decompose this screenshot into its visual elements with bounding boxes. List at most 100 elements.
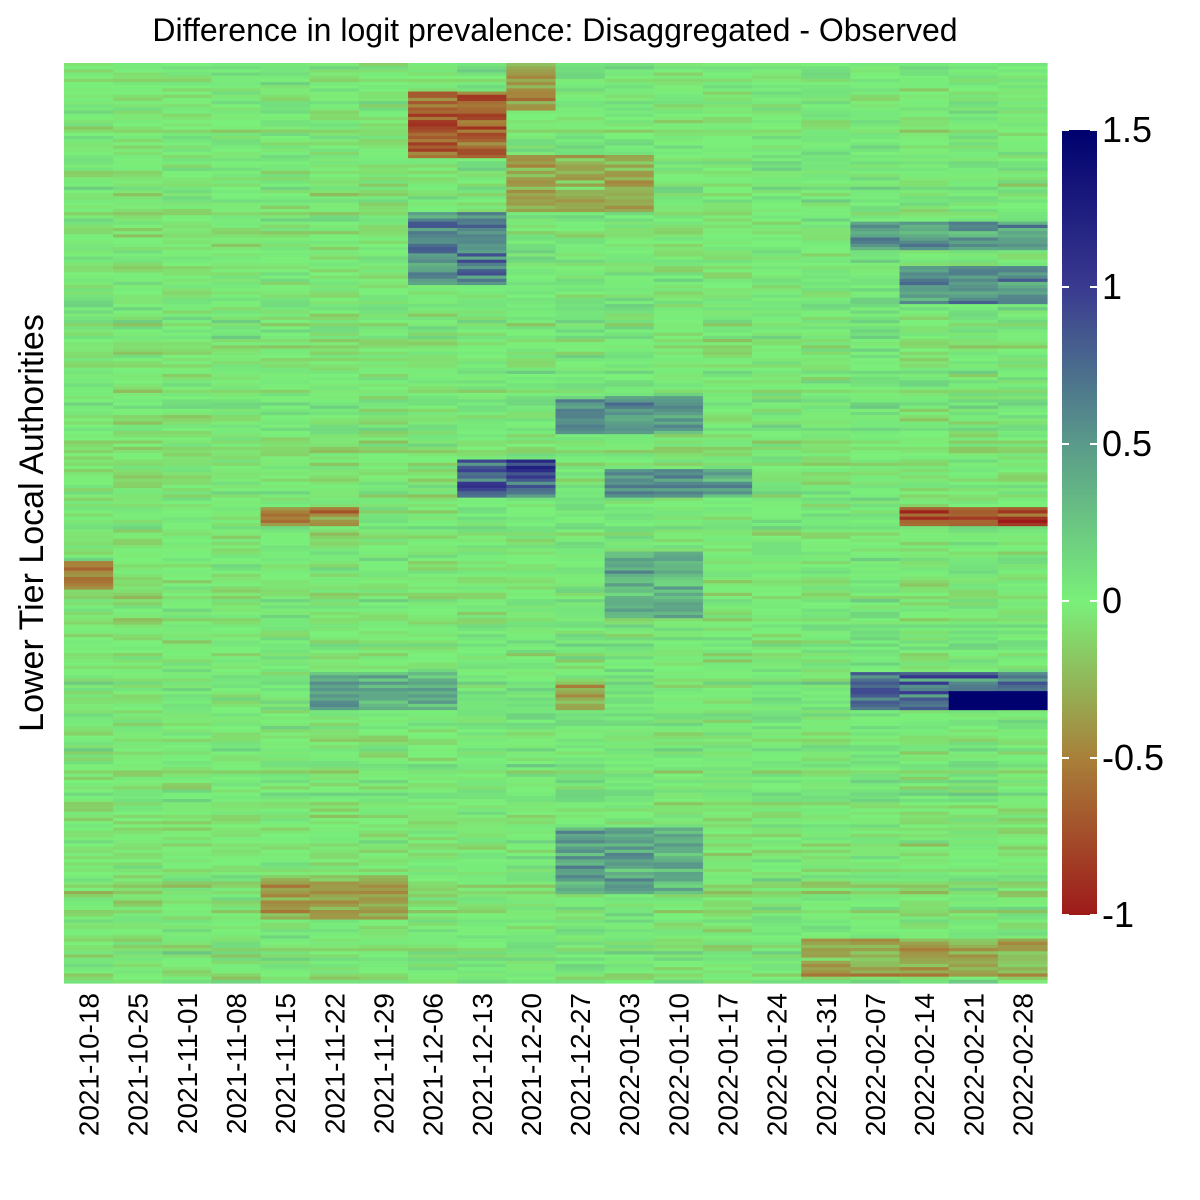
heatmap-cell	[899, 802, 950, 806]
heatmap-cell	[850, 507, 901, 511]
heatmap-cell	[506, 431, 557, 435]
heatmap-cell	[358, 85, 409, 89]
heatmap-cell	[211, 453, 262, 457]
heatmap-cell	[653, 757, 704, 762]
heatmap-cell	[162, 545, 213, 549]
heatmap-cell	[260, 757, 311, 762]
heatmap-cell	[64, 208, 114, 213]
heatmap-cell	[211, 608, 262, 613]
heatmap-cell	[358, 132, 409, 137]
heatmap-cell	[162, 202, 213, 207]
heatmap-cell	[948, 237, 999, 242]
heatmap-cell	[801, 418, 851, 423]
heatmap-cell	[64, 97, 114, 102]
heatmap-cell	[752, 754, 802, 759]
heatmap-cell	[211, 767, 262, 772]
heatmap-cell	[506, 240, 557, 245]
heatmap-cell	[211, 545, 262, 549]
heatmap-cell	[113, 849, 163, 854]
heatmap-cell	[64, 221, 114, 226]
heatmap-cell	[358, 462, 409, 467]
heatmap-cell	[899, 735, 950, 740]
heatmap-cell	[899, 418, 950, 423]
heatmap-cell	[113, 421, 163, 426]
heatmap-cell	[211, 291, 262, 296]
heatmap-cell	[948, 745, 999, 749]
heatmap-cell	[162, 538, 213, 543]
heatmap-cell	[64, 234, 114, 239]
heatmap-cell	[408, 478, 458, 483]
heatmap-cell	[162, 126, 213, 131]
heatmap-cell	[555, 687, 606, 692]
heatmap-cell	[555, 640, 606, 645]
heatmap-cell	[113, 662, 163, 667]
heatmap-cell	[801, 538, 851, 543]
heatmap-cell	[948, 741, 999, 746]
heatmap-cell	[408, 161, 458, 166]
heatmap-cell	[113, 678, 163, 683]
heatmap-cell	[506, 700, 557, 705]
heatmap-cell	[162, 779, 213, 784]
heatmap-cell	[801, 608, 851, 613]
heatmap-cell	[604, 852, 655, 857]
heatmap-cell	[604, 818, 655, 822]
heatmap-cell	[604, 326, 655, 331]
heatmap-cell	[997, 196, 1048, 201]
heatmap-cell	[260, 323, 311, 327]
heatmap-cell	[309, 174, 360, 178]
heatmap-cell	[604, 399, 655, 404]
heatmap-cell	[162, 729, 213, 733]
heatmap-cell	[702, 491, 753, 496]
heatmap-cell	[948, 767, 999, 772]
heatmap-cell	[309, 294, 360, 299]
heatmap-cell	[506, 462, 557, 467]
heatmap-cell	[850, 542, 901, 546]
heatmap-cell	[358, 789, 409, 794]
heatmap-cell	[457, 611, 507, 616]
heatmap-cell	[358, 668, 409, 673]
heatmap-cell	[260, 392, 311, 397]
heatmap-cell	[113, 824, 163, 829]
heatmap-cell	[899, 615, 950, 619]
heatmap-cell	[997, 78, 1048, 83]
heatmap-cell	[162, 843, 213, 848]
heatmap-cell	[702, 554, 753, 559]
heatmap-cell	[801, 389, 851, 394]
heatmap-cell	[555, 852, 606, 857]
heatmap-cell	[801, 840, 851, 845]
heatmap-cell	[899, 592, 950, 597]
heatmap-cell	[358, 735, 409, 740]
heatmap-cell	[358, 164, 409, 169]
heatmap-cell	[801, 167, 851, 172]
heatmap-cell	[260, 551, 311, 556]
heatmap-cell	[309, 672, 360, 676]
heatmap-cell	[555, 624, 606, 629]
heatmap-cell	[64, 224, 114, 229]
heatmap-cell	[555, 151, 606, 156]
heatmap-cell	[113, 72, 163, 77]
heatmap-cell	[358, 101, 409, 105]
heatmap-cell	[850, 351, 901, 356]
heatmap-cell	[653, 85, 704, 89]
heatmap-cell	[113, 278, 163, 283]
heatmap-cell	[555, 469, 606, 473]
heatmap-cell	[506, 653, 557, 657]
heatmap-cell	[997, 735, 1048, 740]
heatmap-cell	[850, 164, 901, 169]
heatmap-cell	[653, 687, 704, 692]
heatmap-cell	[309, 82, 360, 86]
heatmap-cell	[457, 738, 507, 743]
heatmap-cell	[408, 285, 458, 289]
heatmap-cell	[113, 732, 163, 737]
heatmap-cell	[506, 542, 557, 546]
heatmap-cell	[260, 275, 311, 280]
heatmap-cell	[801, 624, 851, 629]
heatmap-cell	[260, 548, 311, 553]
heatmap-cell	[555, 510, 606, 515]
heatmap-cell	[358, 703, 409, 708]
heatmap-cell	[309, 405, 360, 410]
heatmap-cell	[260, 440, 311, 445]
heatmap-cell	[162, 795, 213, 800]
heatmap-cell	[555, 126, 606, 131]
heatmap-cell	[408, 668, 458, 673]
